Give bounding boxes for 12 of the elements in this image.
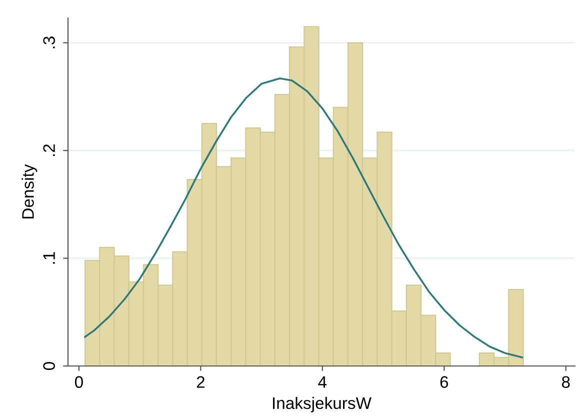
y-tick-label: 0 <box>43 362 55 370</box>
x-tick-label: 8 <box>562 376 570 388</box>
y-tick-label: .2 <box>43 144 55 156</box>
y-tick-label: .3 <box>43 36 55 48</box>
line-series <box>84 77 523 358</box>
x-tick-label: 4 <box>318 376 327 388</box>
x-axis-title: InaksjekursW <box>273 396 372 412</box>
y-tick-label: .1 <box>43 252 55 264</box>
y-axis-title: Density <box>22 164 38 218</box>
x-tick-label: 6 <box>440 376 448 388</box>
x-tick-label: 2 <box>196 376 204 388</box>
x-tick-label: 0 <box>74 376 83 388</box>
